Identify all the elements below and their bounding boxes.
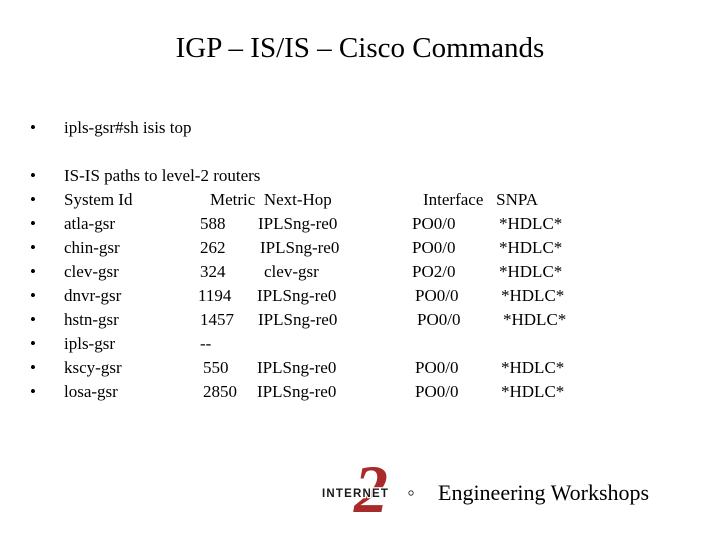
- cell-metric: 1457: [200, 310, 234, 329]
- header-system-id: System Id: [64, 190, 133, 209]
- bullet-glyph: •: [30, 166, 36, 185]
- command-text: ipls-gsr#sh isis top: [64, 118, 192, 137]
- registered-mark: [408, 490, 414, 496]
- logo-text: INTERNET: [322, 488, 389, 500]
- cell-next-hop: IPLSng-re0: [258, 214, 338, 233]
- slide-title: IGP – IS/IS – Cisco Commands: [175, 32, 545, 64]
- bullet-glyph: •: [30, 310, 36, 329]
- cell-interface: PO0/0: [412, 214, 456, 233]
- logo-numeral: 2: [353, 466, 388, 527]
- cell-snpa: *HDLC*: [501, 286, 565, 305]
- cell-metric: --: [200, 334, 212, 353]
- cell-next-hop: IPLSng-re0: [257, 382, 337, 401]
- cell-metric: 550: [203, 358, 229, 377]
- cell-interface: PO2/0: [412, 262, 456, 281]
- bullet-glyph: •: [30, 358, 36, 377]
- bullet-glyph: •: [30, 118, 36, 137]
- cell-metric: 1194: [198, 286, 232, 305]
- table-caption: IS-IS paths to level-2 routers: [64, 166, 261, 185]
- cell-snpa: *HDLC*: [501, 382, 565, 401]
- cell-next-hop: clev-gsr: [264, 262, 319, 281]
- cell-next-hop: IPLSng-re0: [260, 238, 340, 257]
- cell-system: dnvr-gsr: [64, 286, 122, 305]
- cell-snpa: *HDLC*: [499, 238, 563, 257]
- cell-system: hstn-gsr: [64, 310, 119, 329]
- cell-interface: PO0/0: [417, 310, 461, 329]
- cell-system: atla-gsr: [64, 214, 115, 233]
- cell-snpa: *HDLC*: [501, 358, 565, 377]
- header-metric-nexthop: Metric Next-Hop: [210, 190, 332, 209]
- cell-system: clev-gsr: [64, 262, 119, 281]
- footer-text: Engineering Workshops: [438, 480, 650, 505]
- bullet-glyph: •: [30, 190, 36, 209]
- bullet-glyph: •: [30, 238, 36, 257]
- bullet-glyph: •: [30, 262, 36, 281]
- internet2-logo: 2 INTERNET: [321, 466, 414, 527]
- cell-next-hop: IPLSng-re0: [258, 310, 338, 329]
- cell-interface: PO0/0: [415, 382, 459, 401]
- cell-metric: 324: [200, 262, 226, 281]
- cell-snpa: *HDLC*: [499, 262, 563, 281]
- cell-metric: 262: [200, 238, 226, 257]
- cell-next-hop: IPLSng-re0: [257, 358, 337, 377]
- cell-system: ipls-gsr: [64, 334, 115, 353]
- cell-interface: PO0/0: [412, 238, 456, 257]
- cell-snpa: *HDLC*: [503, 310, 567, 329]
- bullet-glyph: •: [30, 286, 36, 305]
- cell-interface: PO0/0: [415, 358, 459, 377]
- cell-metric: 2850: [203, 382, 237, 401]
- cell-system: losa-gsr: [64, 382, 118, 401]
- cell-system: kscy-gsr: [64, 358, 122, 377]
- cell-system: chin-gsr: [64, 238, 120, 257]
- cell-interface: PO0/0: [415, 286, 459, 305]
- header-interface-snpa: Interface SNPA: [423, 190, 539, 209]
- cell-next-hop: IPLSng-re0: [257, 286, 337, 305]
- cell-metric: 588: [200, 214, 226, 233]
- bullet-glyph: •: [30, 334, 36, 353]
- cell-snpa: *HDLC*: [499, 214, 563, 233]
- bullet-glyph: •: [30, 214, 36, 233]
- bullet-glyph: •: [30, 382, 36, 401]
